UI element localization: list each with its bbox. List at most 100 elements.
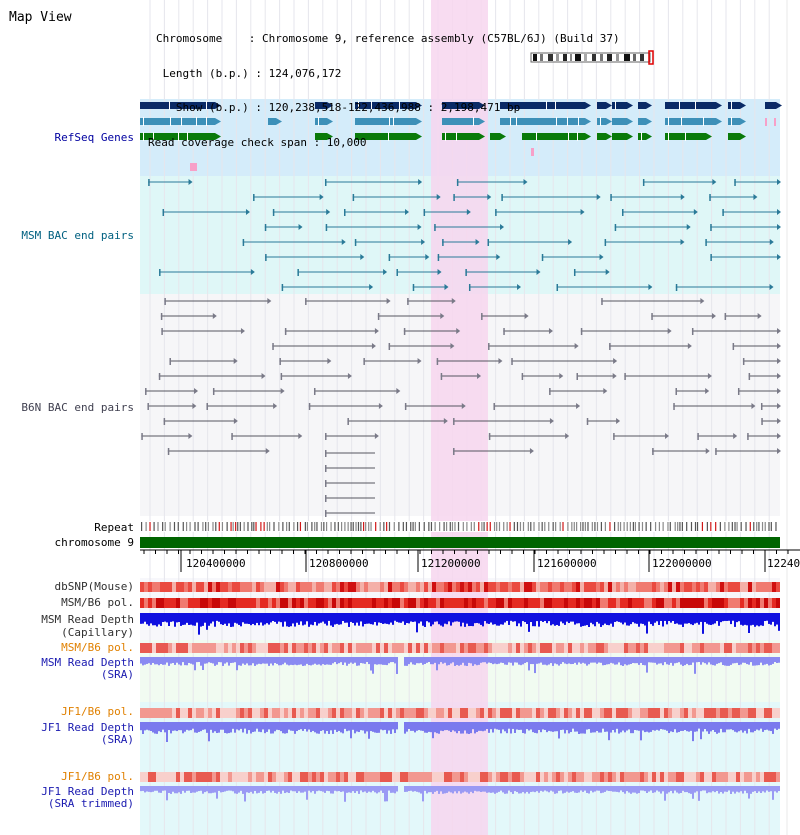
- heat-cell: [512, 598, 516, 608]
- depth-bar: [524, 613, 526, 623]
- msm-b6-pol-label[interactable]: MSM/B6 pol.: [61, 596, 134, 609]
- heat-cell: [204, 708, 208, 718]
- dbsnp-label[interactable]: dbSNP(Mouse): [54, 580, 134, 593]
- depth-bar: [334, 786, 336, 791]
- bac-end: [279, 358, 281, 365]
- jf1-b6-pol-2-label[interactable]: JF1/B6 pol.: [61, 770, 134, 783]
- bac-end-arrow: [549, 418, 554, 424]
- depth-bar: [726, 657, 728, 666]
- bac-end: [487, 239, 490, 246]
- heat-cell: [316, 598, 320, 608]
- depth-bar: [378, 786, 380, 793]
- repeat-element: [623, 522, 625, 531]
- heat-cell: [744, 582, 748, 592]
- depth-bar: [194, 722, 196, 733]
- depth-bar: [280, 657, 282, 666]
- repeat-track-bg: [140, 521, 780, 532]
- repeat-element: [253, 522, 255, 531]
- depth-bar: [530, 786, 532, 792]
- depth-bar: [558, 786, 560, 791]
- heat-cell: [480, 582, 484, 592]
- heat-cell: [768, 772, 772, 782]
- depth-bar: [222, 722, 224, 730]
- depth-bar: [200, 657, 202, 666]
- depth-bar: [730, 786, 732, 794]
- depth-bar: [594, 657, 596, 663]
- depth-bar: [460, 613, 462, 627]
- jf1-read-depth-trimmed-sub: (SRA trimmed): [47, 797, 134, 810]
- msm-read-depth-sra-label[interactable]: MSM Read Depth: [41, 656, 134, 669]
- heat-cell: [572, 598, 576, 608]
- bac-end: [697, 433, 699, 440]
- depth-bar: [330, 722, 332, 731]
- bac-end: [388, 254, 391, 261]
- jf1-read-depth-label[interactable]: JF1 Read Depth: [41, 721, 134, 734]
- heat-cell: [660, 643, 664, 653]
- refseq-genes-label[interactable]: RefSeq Genes: [54, 131, 134, 144]
- depth-bar: [444, 722, 446, 731]
- bac-end-arrow: [383, 269, 388, 275]
- depth-bar: [696, 657, 698, 663]
- depth-bar: [500, 613, 502, 625]
- repeat-element: [679, 522, 681, 531]
- msm-b6-pol-sra-label[interactable]: MSM/B6 pol.: [61, 641, 134, 654]
- msm-read-depth-capillary-label[interactable]: MSM Read Depth: [41, 613, 134, 626]
- depth-bar: [584, 786, 586, 791]
- heat-cell: [212, 582, 216, 592]
- bac-end: [511, 358, 513, 365]
- depth-bar: [486, 657, 488, 664]
- jf1-read-depth-trimmed-label[interactable]: JF1 Read Depth: [41, 785, 134, 798]
- depth-bar: [486, 722, 488, 730]
- jf1-b6-pol-label[interactable]: JF1/B6 pol.: [61, 705, 134, 718]
- heat-cell: [488, 582, 492, 592]
- depth-bar: [272, 613, 274, 622]
- bac-end-arrow: [777, 254, 781, 260]
- msm-bac-end-pairs-label[interactable]: MSM BAC end pairs: [21, 229, 134, 242]
- depth-bar: [464, 722, 466, 731]
- depth-bar: [166, 722, 168, 742]
- depth-bar: [270, 722, 272, 734]
- depth-bar: [668, 722, 670, 734]
- depth-bar: [678, 786, 680, 794]
- depth-bar: [158, 613, 160, 625]
- depth-bar: [568, 613, 570, 624]
- depth-bar: [308, 657, 310, 666]
- exon-tick: [668, 132, 669, 141]
- depth-bar: [530, 657, 532, 665]
- depth-bar: [608, 657, 610, 665]
- heat-cell: [556, 772, 560, 782]
- bac-end: [601, 298, 603, 305]
- depth-bar: [468, 722, 470, 734]
- depth-bar: [522, 613, 524, 622]
- heat-cell: [740, 598, 744, 608]
- depth-bar: [396, 722, 398, 730]
- depth-bar: [600, 786, 602, 794]
- heat-cell: [548, 772, 552, 782]
- heat-cell: [548, 582, 552, 592]
- depth-bar: [292, 613, 294, 624]
- depth-bar: [688, 786, 690, 794]
- depth-bar: [410, 722, 412, 731]
- depth-bar: [652, 613, 654, 626]
- heat-cell: [504, 582, 508, 592]
- repeat-element: [454, 522, 456, 531]
- depth-bar: [698, 722, 700, 729]
- heat-cell: [156, 708, 160, 718]
- depth-bar: [578, 786, 580, 793]
- depth-bar: [200, 786, 202, 791]
- depth-bar: [170, 657, 172, 664]
- depth-bar: [262, 722, 264, 730]
- depth-bar: [164, 657, 166, 665]
- ideogram-band: [548, 54, 553, 61]
- depth-bar: [596, 657, 598, 664]
- depth-bar: [592, 613, 594, 625]
- gene-arrow: [327, 102, 333, 109]
- heat-cell: [248, 772, 252, 782]
- heat-cell: [228, 708, 232, 718]
- repeat-element: [344, 522, 346, 531]
- heat-cell: [484, 708, 488, 718]
- depth-bar: [140, 722, 142, 731]
- b6n-bac-end-pairs-label[interactable]: B6N BAC end pairs: [21, 401, 134, 414]
- heat-cell: [584, 643, 588, 653]
